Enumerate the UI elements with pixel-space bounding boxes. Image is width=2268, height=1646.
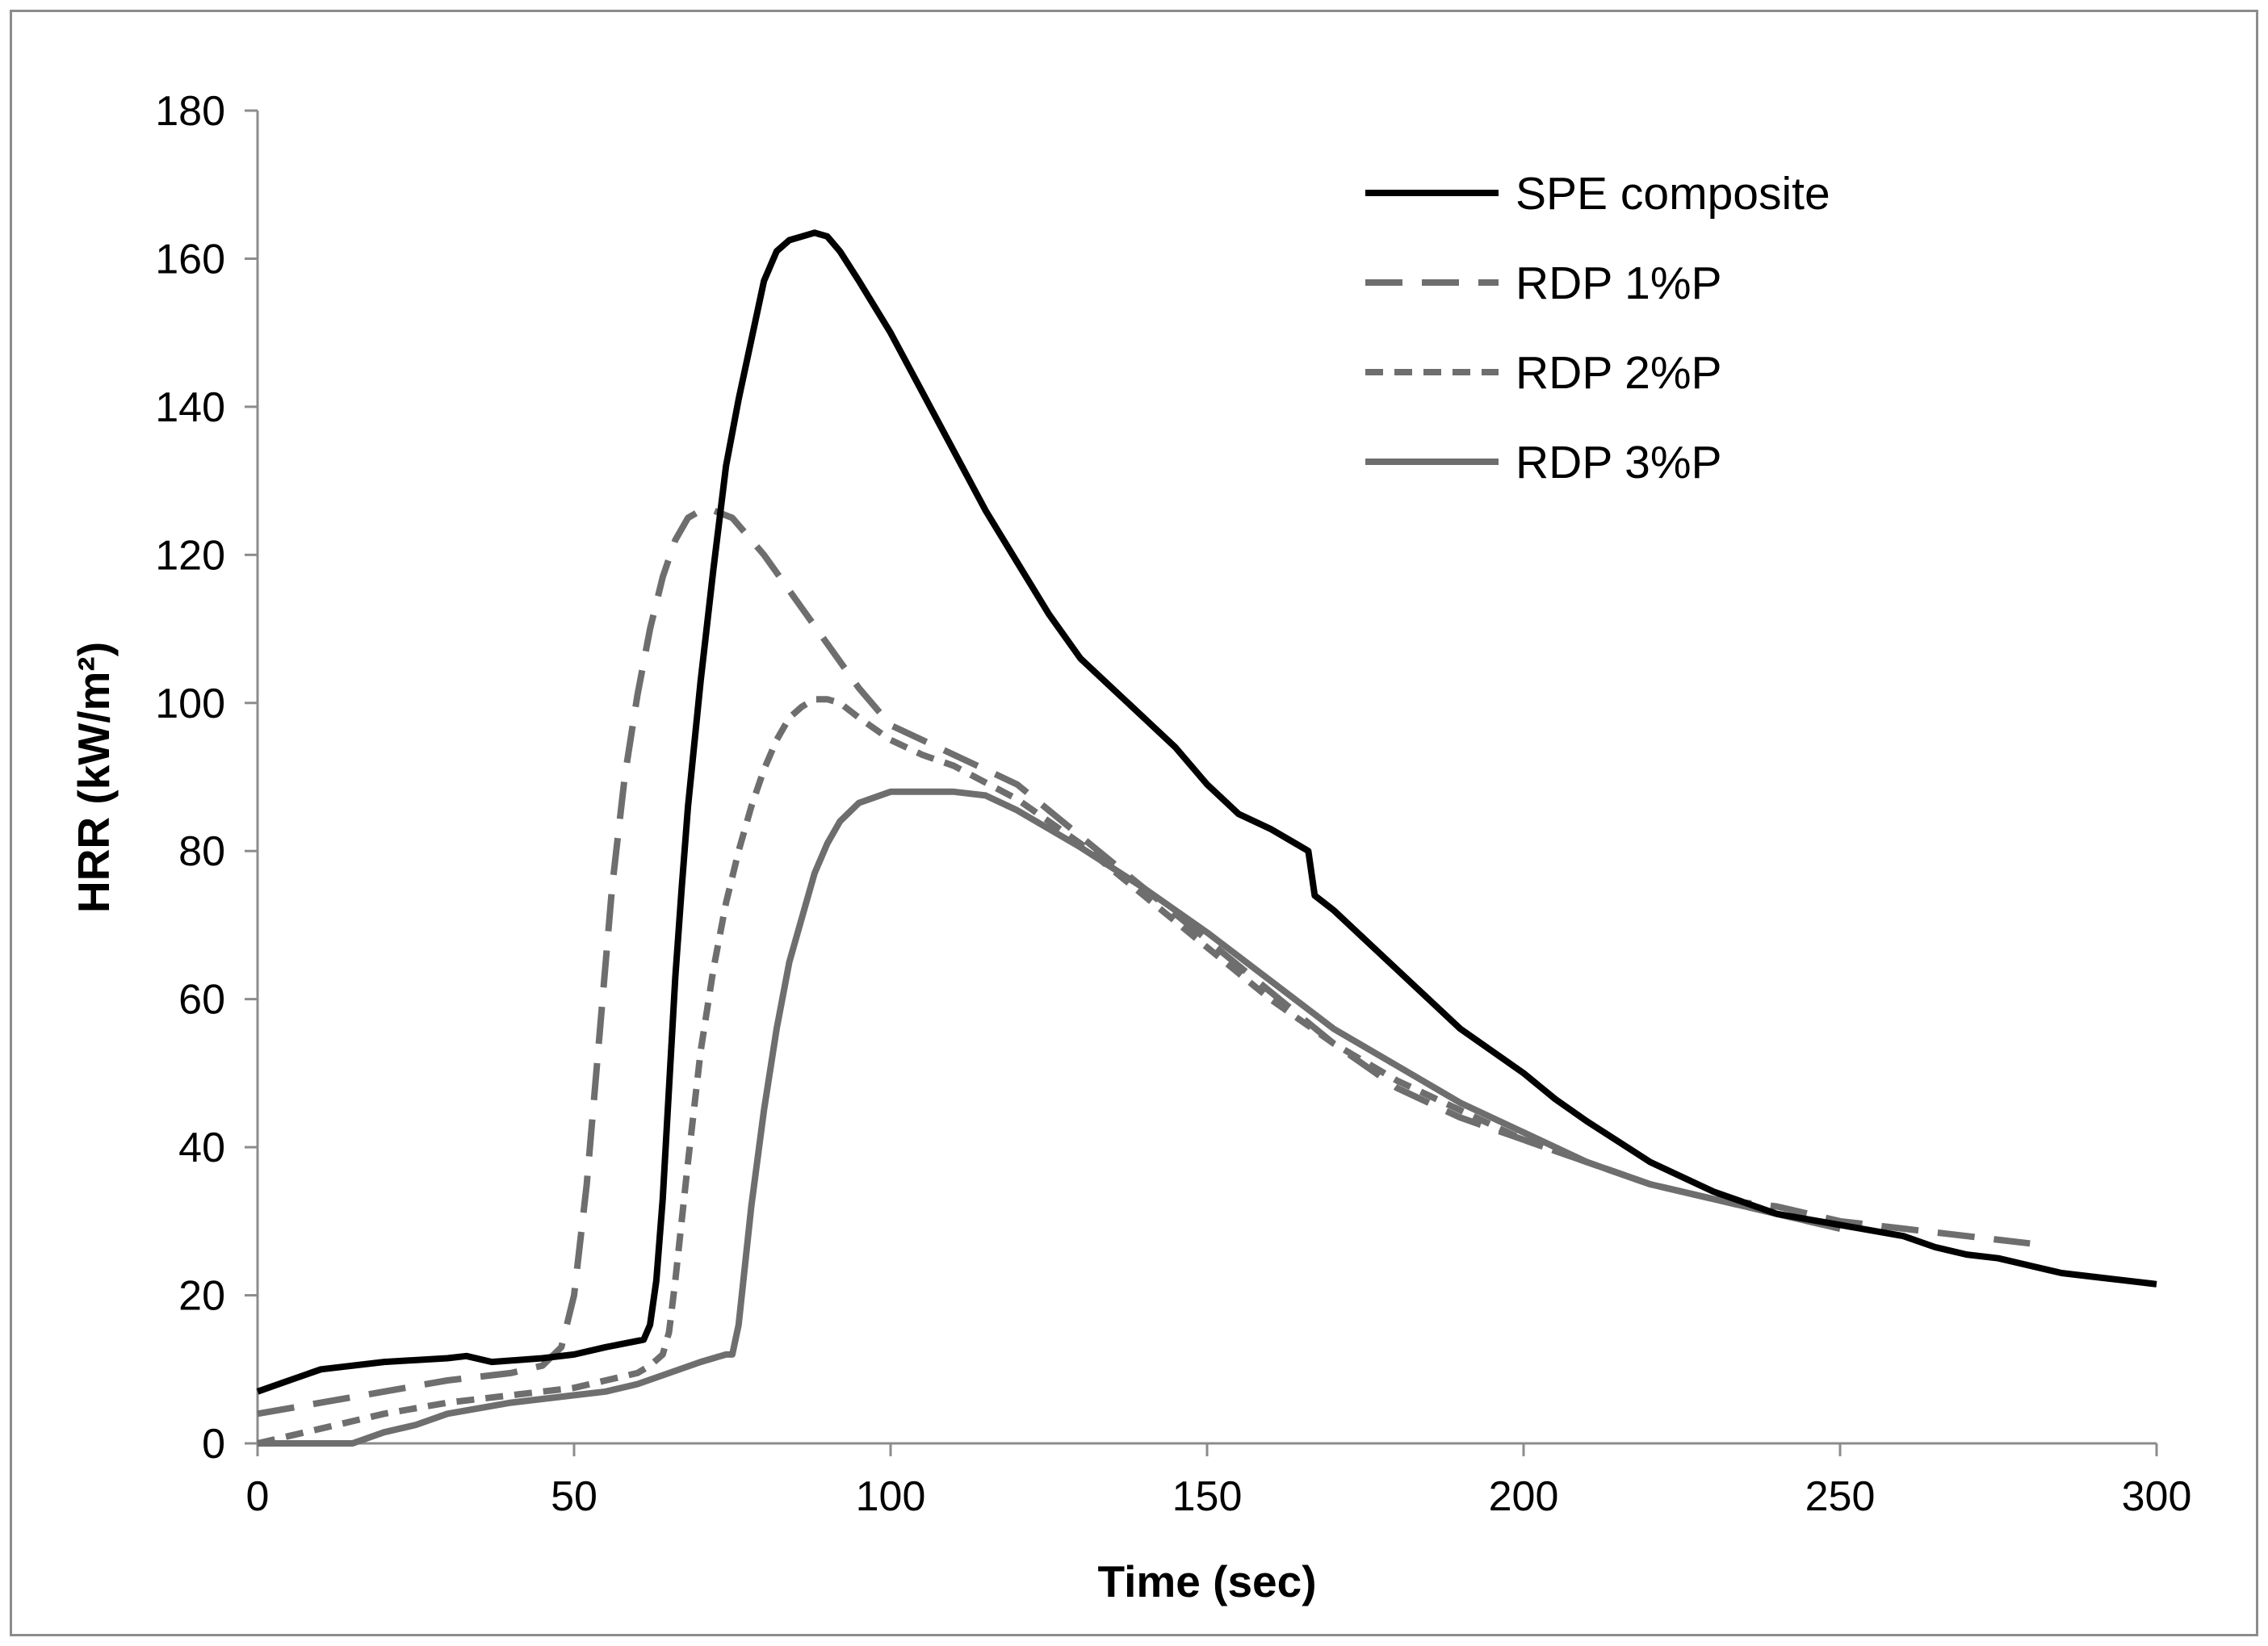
x-tick-label: 200 [1489, 1473, 1559, 1520]
y-tick-label: 160 [155, 236, 225, 283]
ticks: 0 20 40 60 80 100 120 140 160 180 0 50 100 150 200 250 3… [155, 88, 2191, 1520]
x-tick-label: 150 [1172, 1473, 1243, 1520]
series [256, 229, 2157, 1447]
x-tick-label: 300 [2122, 1473, 2192, 1520]
y-axis-title: HRR (kW/m²) [69, 642, 119, 913]
hrr-line-chart: 0 20 40 60 80 100 120 140 160 180 0 50 100 150 200 250 3… [69, 88, 2191, 1606]
y-tick-label: 140 [155, 384, 225, 431]
y-tick-label: 80 [178, 828, 225, 875]
x-tick-label: 0 [246, 1473, 270, 1520]
y-tick-label: 180 [155, 88, 225, 135]
series-line-rdp-3-p [258, 788, 1841, 1447]
y-tick-label: 120 [155, 532, 225, 579]
y-tick-label: 20 [178, 1273, 225, 1320]
legend-label: RDP 2%P [1515, 347, 1722, 399]
legend-label: SPE composite [1515, 168, 1830, 220]
axes [256, 111, 2157, 1445]
x-tick-label: 50 [551, 1473, 597, 1520]
series-line-rdp-2-p [257, 696, 1841, 1447]
y-tick-label: 0 [202, 1421, 225, 1468]
y-tick-label: 60 [178, 977, 225, 1024]
x-tick-label: 100 [856, 1473, 926, 1520]
series-line-spe-composite [256, 229, 2157, 1395]
y-tick-label: 100 [155, 681, 225, 727]
legend: SPE composite RDP 1%P RDP 2%P RDP 3%P [1365, 168, 1830, 488]
x-axis-title: Time (sec) [1097, 1556, 1316, 1606]
legend-label: RDP 1%P [1515, 258, 1722, 309]
x-tick-label: 250 [1805, 1473, 1876, 1520]
y-tick-label: 40 [178, 1125, 225, 1171]
series-line-rdp-1-p [257, 507, 2031, 1418]
chart-frame: 0 20 40 60 80 100 120 140 160 180 0 50 100 150 200 250 3… [10, 10, 2258, 1636]
legend-label: RDP 3%P [1515, 437, 1722, 488]
